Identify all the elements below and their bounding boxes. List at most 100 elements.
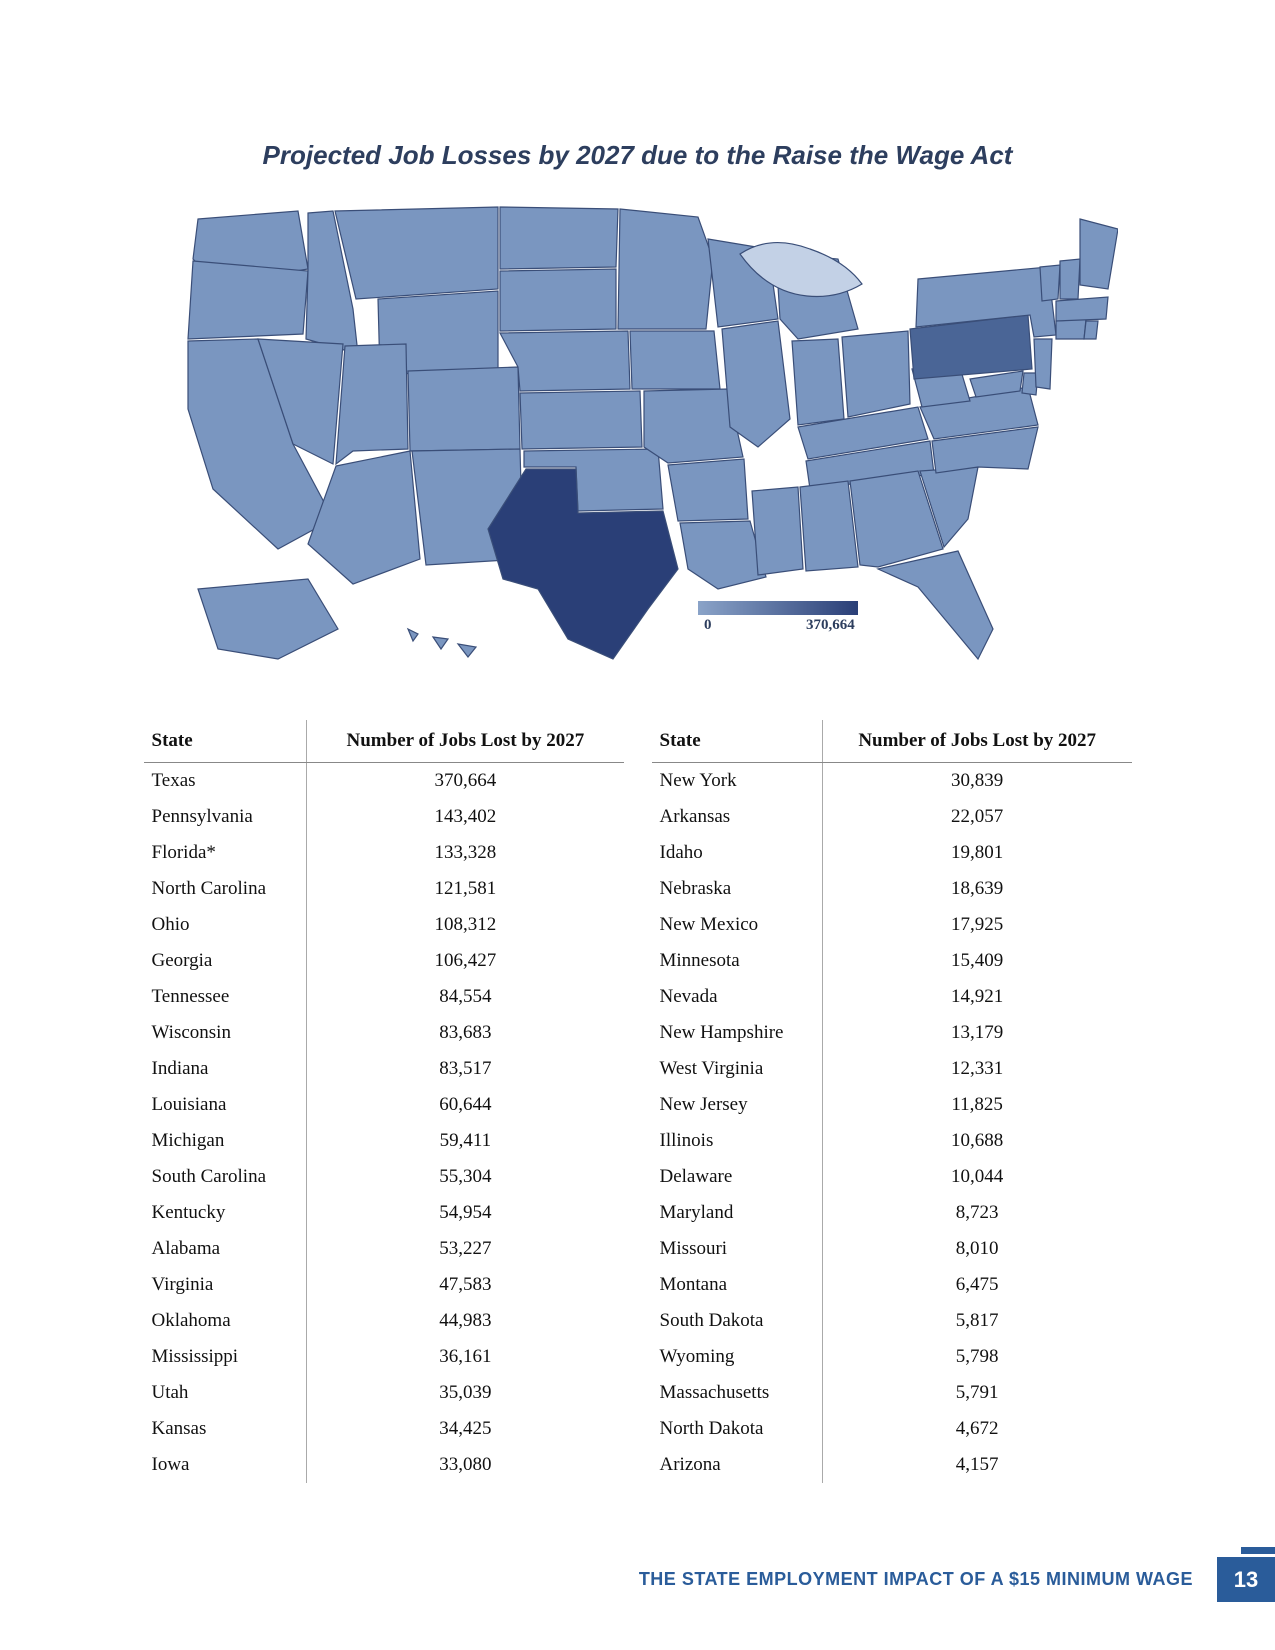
col-state-header: State bbox=[144, 720, 307, 763]
cell-state: Michigan bbox=[144, 1123, 307, 1159]
cell-state: New Jersey bbox=[652, 1087, 823, 1123]
cell-state: North Carolina bbox=[144, 871, 307, 907]
table-row: New Hampshire13,179 bbox=[652, 1015, 1132, 1051]
state-oregon bbox=[188, 261, 308, 339]
legend-min-label: 0 bbox=[704, 617, 712, 633]
table-row: Illinois10,688 bbox=[652, 1123, 1132, 1159]
page-number: 13 bbox=[1217, 1557, 1275, 1602]
data-tables: State Number of Jobs Lost by 2027 Texas3… bbox=[140, 720, 1135, 1483]
table-row: Texas370,664 bbox=[144, 763, 624, 800]
cell-jobs: 5,798 bbox=[822, 1339, 1131, 1375]
cell-jobs: 5,791 bbox=[822, 1375, 1131, 1411]
cell-jobs: 35,039 bbox=[307, 1375, 624, 1411]
cell-jobs: 54,954 bbox=[307, 1195, 624, 1231]
col-jobs-header: Number of Jobs Lost by 2027 bbox=[307, 720, 624, 763]
cell-state: North Dakota bbox=[652, 1411, 823, 1447]
table-row: Maryland8,723 bbox=[652, 1195, 1132, 1231]
cell-state: Idaho bbox=[652, 835, 823, 871]
table-row: Utah35,039 bbox=[144, 1375, 624, 1411]
cell-jobs: 108,312 bbox=[307, 907, 624, 943]
cell-jobs: 83,517 bbox=[307, 1051, 624, 1087]
cell-state: Nevada bbox=[652, 979, 823, 1015]
cell-jobs: 4,157 bbox=[822, 1447, 1131, 1483]
cell-state: Utah bbox=[144, 1375, 307, 1411]
cell-state: Louisiana bbox=[144, 1087, 307, 1123]
state-new-hampshire bbox=[1060, 259, 1080, 299]
cell-state: New Hampshire bbox=[652, 1015, 823, 1051]
cell-state: Virginia bbox=[144, 1267, 307, 1303]
table-right: State Number of Jobs Lost by 2027 New Yo… bbox=[652, 720, 1132, 1483]
cell-state: Tennessee bbox=[144, 979, 307, 1015]
us-choropleth-map: 0 370,664 bbox=[140, 189, 1135, 674]
table-row: South Dakota5,817 bbox=[652, 1303, 1132, 1339]
cell-jobs: 4,672 bbox=[822, 1411, 1131, 1447]
state-maine bbox=[1080, 219, 1118, 289]
state-alabama bbox=[800, 481, 858, 571]
cell-state: Georgia bbox=[144, 943, 307, 979]
table-row: West Virginia12,331 bbox=[652, 1051, 1132, 1087]
cell-jobs: 11,825 bbox=[822, 1087, 1131, 1123]
state-minnesota bbox=[618, 209, 713, 329]
state-iowa bbox=[630, 331, 720, 389]
table-row: Wisconsin83,683 bbox=[144, 1015, 624, 1051]
state-arkansas bbox=[668, 459, 748, 521]
table-row: Iowa33,080 bbox=[144, 1447, 624, 1483]
table-row: Missouri8,010 bbox=[652, 1231, 1132, 1267]
cell-state: New Mexico bbox=[652, 907, 823, 943]
cell-jobs: 30,839 bbox=[822, 763, 1131, 800]
state-mississippi bbox=[752, 487, 803, 575]
cell-state: Arizona bbox=[652, 1447, 823, 1483]
state-illinois bbox=[722, 321, 790, 447]
table-row: Pennsylvania143,402 bbox=[144, 799, 624, 835]
cell-jobs: 59,411 bbox=[307, 1123, 624, 1159]
table-row: New York30,839 bbox=[652, 763, 1132, 800]
cell-jobs: 106,427 bbox=[307, 943, 624, 979]
table-row: Idaho19,801 bbox=[652, 835, 1132, 871]
cell-jobs: 10,688 bbox=[822, 1123, 1131, 1159]
table-row: Wyoming5,798 bbox=[652, 1339, 1132, 1375]
state-massachusetts bbox=[1056, 297, 1108, 321]
cell-state: Texas bbox=[144, 763, 307, 800]
table-row: New Jersey11,825 bbox=[652, 1087, 1132, 1123]
cell-jobs: 133,328 bbox=[307, 835, 624, 871]
page-footer: THE STATE EMPLOYMENT IMPACT OF A $15 MIN… bbox=[639, 1557, 1275, 1602]
cell-state: Alabama bbox=[144, 1231, 307, 1267]
table-row: Virginia47,583 bbox=[144, 1267, 624, 1303]
state-utah bbox=[336, 344, 408, 464]
cell-state: Delaware bbox=[652, 1159, 823, 1195]
cell-state: South Carolina bbox=[144, 1159, 307, 1195]
cell-state: Kansas bbox=[144, 1411, 307, 1447]
cell-jobs: 22,057 bbox=[822, 799, 1131, 835]
cell-jobs: 17,925 bbox=[822, 907, 1131, 943]
cell-state: Mississippi bbox=[144, 1339, 307, 1375]
cell-state: Montana bbox=[652, 1267, 823, 1303]
state-rhode-island bbox=[1084, 321, 1098, 339]
state-nebraska bbox=[500, 331, 630, 391]
table-row: South Carolina55,304 bbox=[144, 1159, 624, 1195]
cell-jobs: 83,683 bbox=[307, 1015, 624, 1051]
table-row: Oklahoma44,983 bbox=[144, 1303, 624, 1339]
state-south-dakota bbox=[500, 269, 616, 331]
cell-jobs: 60,644 bbox=[307, 1087, 624, 1123]
footer-title: THE STATE EMPLOYMENT IMPACT OF A $15 MIN… bbox=[639, 1557, 1217, 1602]
state-north-dakota bbox=[500, 207, 618, 269]
table-row: Louisiana60,644 bbox=[144, 1087, 624, 1123]
cell-state: West Virginia bbox=[652, 1051, 823, 1087]
cell-jobs: 12,331 bbox=[822, 1051, 1131, 1087]
cell-state: Minnesota bbox=[652, 943, 823, 979]
cell-jobs: 19,801 bbox=[822, 835, 1131, 871]
cell-jobs: 36,161 bbox=[307, 1339, 624, 1375]
cell-jobs: 55,304 bbox=[307, 1159, 624, 1195]
state-colorado bbox=[408, 367, 520, 451]
table-row: North Carolina121,581 bbox=[144, 871, 624, 907]
cell-state: Massachusetts bbox=[652, 1375, 823, 1411]
map-svg: 0 370,664 bbox=[158, 189, 1118, 669]
table-row: Ohio108,312 bbox=[144, 907, 624, 943]
cell-state: Iowa bbox=[144, 1447, 307, 1483]
table-row: Minnesota15,409 bbox=[652, 943, 1132, 979]
cell-jobs: 8,010 bbox=[822, 1231, 1131, 1267]
state-arizona bbox=[308, 451, 420, 584]
table-row: New Mexico17,925 bbox=[652, 907, 1132, 943]
state-hawaii bbox=[408, 629, 476, 657]
state-new-jersey bbox=[1034, 339, 1052, 389]
